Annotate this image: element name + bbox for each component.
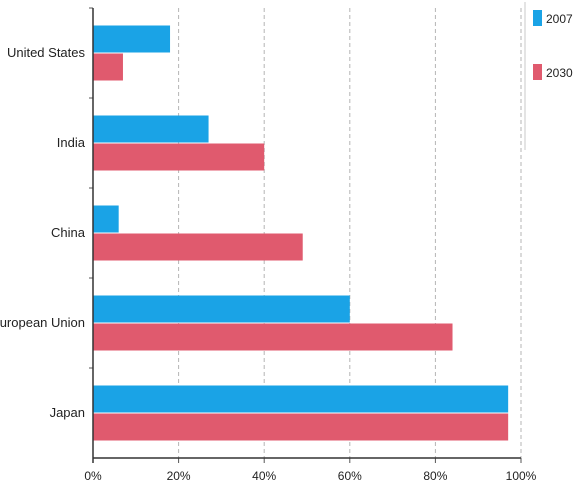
legend: 2007 2030 bbox=[524, 2, 573, 150]
x-tick-label: 40% bbox=[252, 469, 276, 483]
bars bbox=[93, 25, 509, 441]
bar-2030-japan bbox=[93, 413, 509, 441]
bar-2030-india bbox=[93, 143, 265, 171]
category-label: United States bbox=[7, 45, 86, 60]
category-labels: United States India China European Union Jap… bbox=[0, 45, 86, 420]
bar-2007-china bbox=[93, 205, 119, 233]
category-label: China bbox=[51, 225, 86, 240]
bar-2030-european-union bbox=[93, 323, 453, 351]
category-label: Japan bbox=[50, 405, 85, 420]
x-tick-label: 60% bbox=[338, 469, 362, 483]
bar-2007-european-union bbox=[93, 295, 350, 323]
bar-2030-china bbox=[93, 233, 303, 261]
bar-2007-united-states bbox=[93, 25, 171, 53]
bar-2030-united-states bbox=[93, 53, 123, 81]
x-tick-label: 0% bbox=[84, 469, 102, 483]
legend-swatch-2007 bbox=[533, 10, 542, 26]
grid-lines bbox=[178, 8, 522, 458]
x-tick-label: 20% bbox=[167, 469, 191, 483]
legend-label-2007: 2007 bbox=[546, 12, 573, 26]
legend-label-2030: 2030 bbox=[546, 66, 573, 80]
bar-2007-india bbox=[93, 115, 209, 143]
bar-2007-japan bbox=[93, 385, 509, 413]
x-tick-label: 80% bbox=[423, 469, 447, 483]
x-tick-label: 100% bbox=[506, 469, 537, 483]
legend-swatch-2030 bbox=[533, 64, 542, 80]
category-label: India bbox=[57, 135, 86, 150]
x-tick-labels: 0% 20% 40% 60% 80% 100% bbox=[84, 469, 536, 483]
axes bbox=[89, 7, 522, 463]
category-label: European Union bbox=[0, 315, 85, 330]
